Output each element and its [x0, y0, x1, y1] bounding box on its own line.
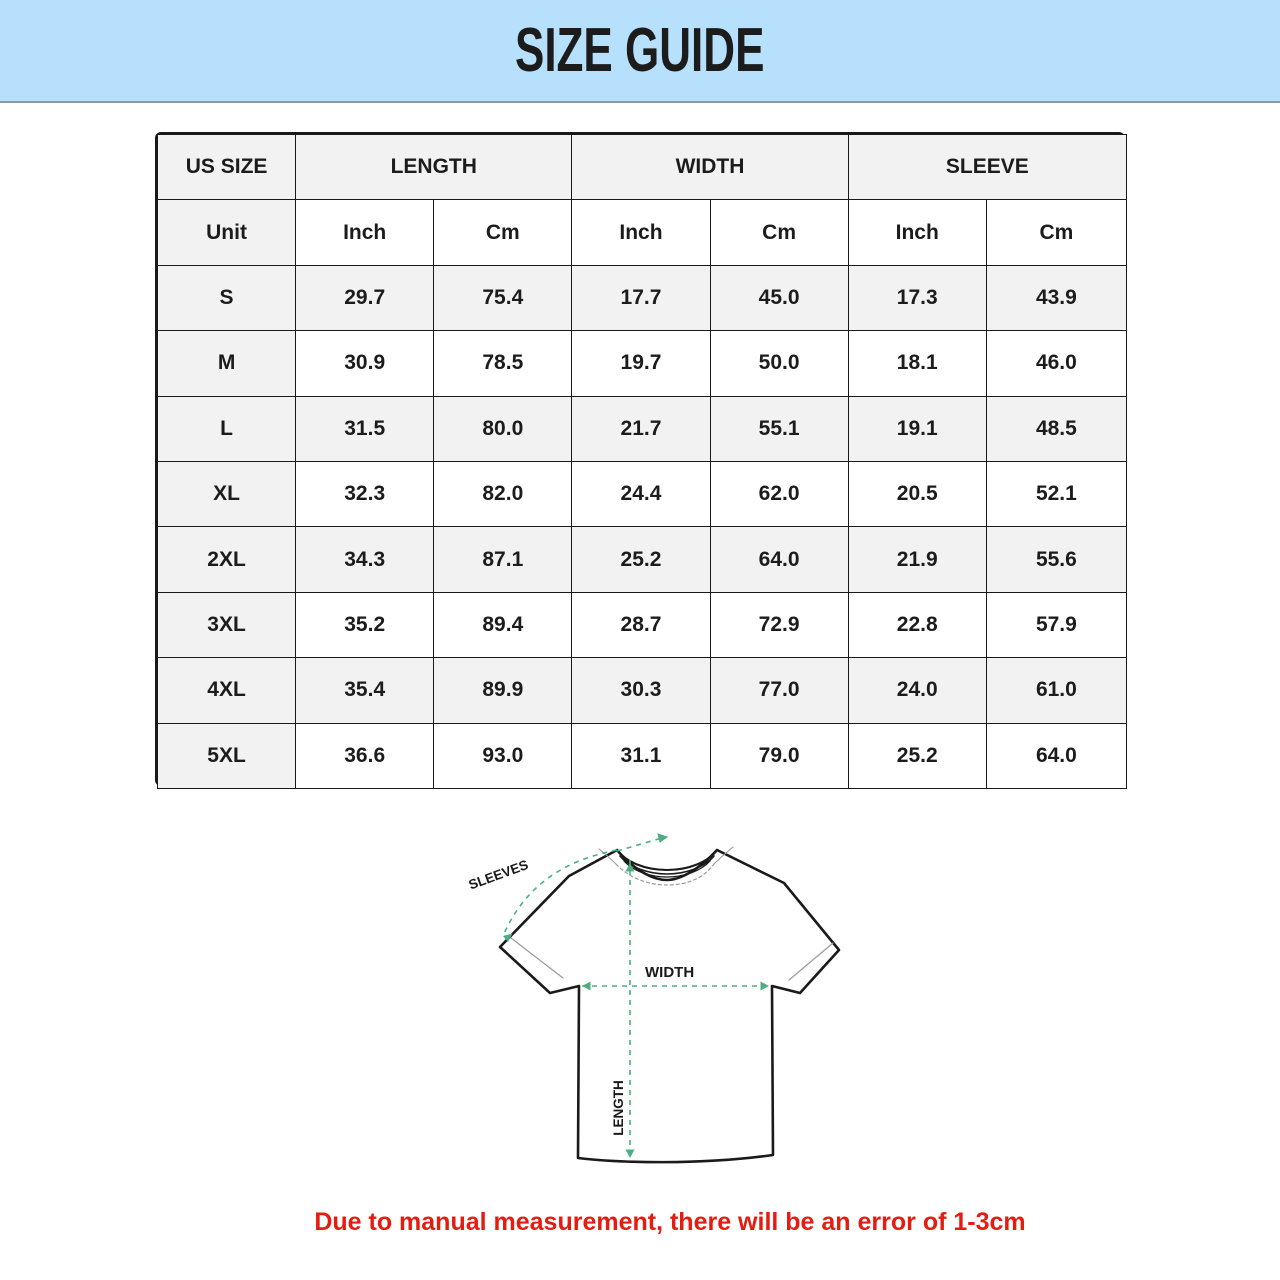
svg-text:LENGTH: LENGTH [611, 1080, 626, 1136]
svg-text:WIDTH: WIDTH [645, 964, 694, 981]
svg-text:SLEEVES: SLEEVES [467, 857, 531, 892]
